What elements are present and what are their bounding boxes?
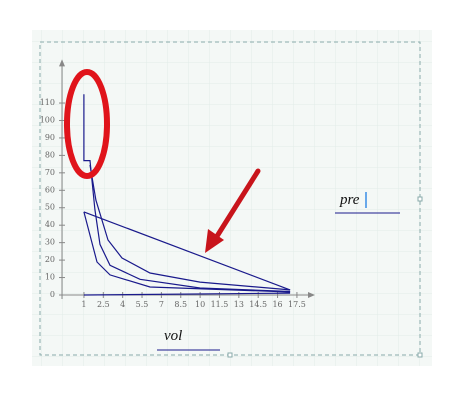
data-line	[83, 211, 291, 293]
annotation-arrow	[211, 168, 261, 244]
x-tick-label: 4	[120, 300, 125, 309]
y-tick-label: 30	[45, 238, 55, 247]
x-tick-label: 14.5	[249, 300, 267, 309]
y-tick-label: 100	[40, 115, 55, 124]
x-tick-label: 16	[272, 300, 282, 309]
y-tick-label: 0	[50, 290, 55, 299]
resize-handle[interactable]	[417, 352, 423, 358]
x-tick-label: 10	[195, 300, 205, 309]
y-tick-label: 90	[45, 133, 55, 142]
y-tick-label: 40	[45, 220, 55, 229]
y-tick-label: 20	[45, 255, 55, 264]
x-tick-label: 8.5	[174, 300, 187, 309]
data-line	[89, 164, 291, 291]
x-tick-label: 11.5	[211, 300, 229, 309]
x-tick-label: 1	[81, 300, 86, 309]
y-tick-label: 60	[45, 185, 55, 194]
data-line	[83, 292, 291, 296]
highlight-ellipse	[64, 69, 110, 179]
x-tick-label: 5.5	[136, 300, 149, 309]
x-tick-label: 17.5	[288, 300, 306, 309]
y-axis-label[interactable]: pre	[339, 192, 360, 208]
y-tick-label: 80	[45, 150, 55, 159]
data-line	[83, 94, 291, 293]
y-tick-label: 70	[45, 168, 55, 177]
y-tick-label: 10	[45, 273, 55, 282]
y-tick-label: 110	[40, 98, 55, 107]
annotation-arrowhead	[205, 229, 224, 253]
x-axis-label[interactable]: vol	[164, 328, 182, 344]
x-axis-arrow	[308, 292, 315, 298]
resize-handle[interactable]	[227, 352, 233, 358]
worksheet-grid	[32, 30, 432, 366]
x-tick-label: 13	[234, 300, 244, 309]
resize-handle[interactable]	[417, 196, 423, 202]
y-axis-arrow	[59, 59, 65, 67]
x-tick-label: 2.5	[97, 300, 110, 309]
y-tick-label: 50	[45, 203, 55, 212]
data-line	[83, 211, 291, 291]
x-tick-label: 7	[159, 300, 164, 309]
plot-area: 0 10 20 30 40 50 60 70 80 90 100 110 1 2.5 4 5.5 7 8.5 10 1…	[40, 59, 315, 309]
